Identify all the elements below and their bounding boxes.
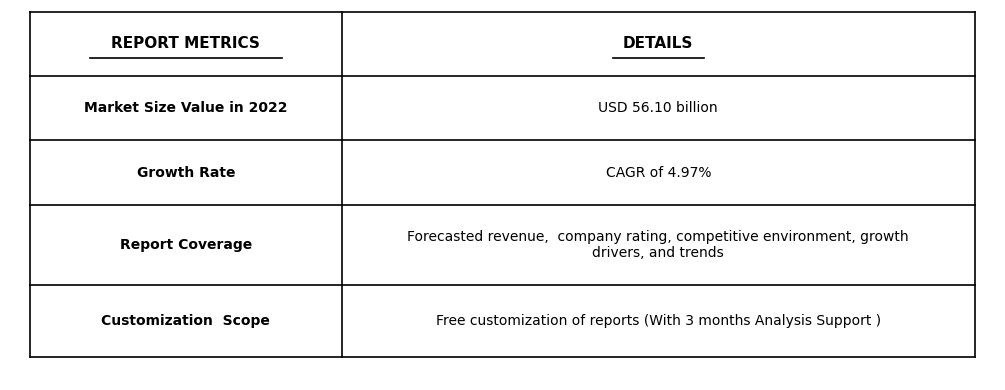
- Text: Market Size Value in 2022: Market Size Value in 2022: [84, 101, 287, 115]
- Text: Growth Rate: Growth Rate: [137, 166, 235, 179]
- Text: Customization  Scope: Customization Scope: [102, 314, 270, 328]
- Text: DETAILS: DETAILS: [623, 36, 693, 51]
- Text: REPORT METRICS: REPORT METRICS: [112, 36, 260, 51]
- Text: Forecasted revenue,  company rating, competitive environment, growth
drivers, an: Forecasted revenue, company rating, comp…: [407, 230, 910, 260]
- Text: USD 56.10 billion: USD 56.10 billion: [598, 101, 719, 115]
- Text: Free customization of reports (With 3 months Analysis Support ): Free customization of reports (With 3 mo…: [436, 314, 880, 328]
- Text: CAGR of 4.97%: CAGR of 4.97%: [606, 166, 711, 179]
- Text: Report Coverage: Report Coverage: [120, 238, 252, 252]
